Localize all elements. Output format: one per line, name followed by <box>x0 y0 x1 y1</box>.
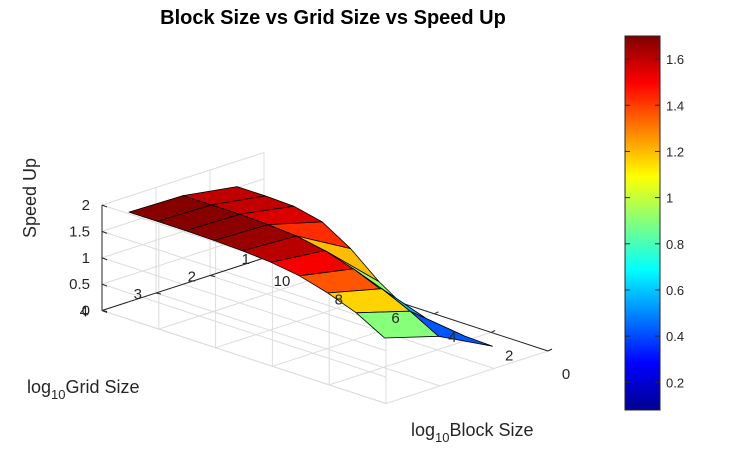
x-tick-mark <box>434 311 439 315</box>
colorbar-tick-label: 1 <box>666 191 673 206</box>
y-tick-label: 4 <box>80 304 88 321</box>
chart-title: Block Size vs Grid Size vs Speed Up <box>160 7 506 29</box>
z-tick-label: 1.5 <box>69 223 90 240</box>
x-tick-label: 8 <box>335 292 343 309</box>
y-tick-mark <box>155 292 162 295</box>
colorbar-tick-label: 1.2 <box>666 144 684 159</box>
z-tick-label: 2 <box>82 197 90 214</box>
y-tick-mark <box>209 275 216 277</box>
colorbar-gradient <box>624 35 661 411</box>
colorbar-tick-label: 1.4 <box>666 98 684 113</box>
y-axis-label: log10Grid Size <box>27 377 140 402</box>
x-tick-label: 2 <box>505 347 513 364</box>
z-axis-label: Speed Up <box>20 158 40 238</box>
x-tick-label: 6 <box>391 310 399 327</box>
x-tick-label: 0 <box>562 366 570 383</box>
grid-line <box>101 257 387 352</box>
x-tick-mark <box>547 348 553 352</box>
grid-line <box>209 275 495 369</box>
z-tick-label: 0 <box>82 303 90 320</box>
z-tick-mark <box>101 204 108 208</box>
surface <box>128 186 494 347</box>
grid-line <box>385 350 549 404</box>
grid-line <box>158 276 321 330</box>
colorbar: 0.2 0.4 0.6 0.8 1 1.2 1.4 1.6 <box>624 35 684 411</box>
grid-line <box>101 310 387 404</box>
colorbar-tick-label: 0.2 <box>666 375 684 390</box>
z-tick-mark <box>101 230 108 234</box>
colorbar-tick-label: 0.6 <box>666 283 684 298</box>
y-tick-label: 1 <box>242 251 250 268</box>
x-tick-label: 4 <box>448 329 456 346</box>
y-tick-label: 3 <box>134 286 142 303</box>
x-tick-label: 10 <box>274 273 291 290</box>
y-axis-line <box>101 257 265 311</box>
y-tick-label: 2 <box>188 269 196 286</box>
grid-line <box>101 152 265 206</box>
z-tick-label: 0.5 <box>69 276 90 293</box>
colorbar-tick-label: 0.8 <box>666 237 684 252</box>
z-tick-mark <box>101 257 108 261</box>
z-tick-mark <box>101 283 108 287</box>
z-tick-mark <box>101 310 108 313</box>
surface-patch <box>409 310 494 347</box>
grid-line <box>101 230 387 325</box>
x-axis-label: log10Block Size <box>411 420 534 445</box>
grid-line <box>155 292 441 387</box>
x-tick-mark <box>490 329 496 333</box>
grid-line <box>101 283 387 378</box>
colorbar-tick-label: 1.6 <box>666 52 684 67</box>
colorbar-ticks: 0.2 0.4 0.6 0.8 1 1.2 1.4 1.6 <box>625 52 684 390</box>
z-tick-label: 1 <box>82 250 90 267</box>
colorbar-tick-label: 0.4 <box>666 329 684 344</box>
